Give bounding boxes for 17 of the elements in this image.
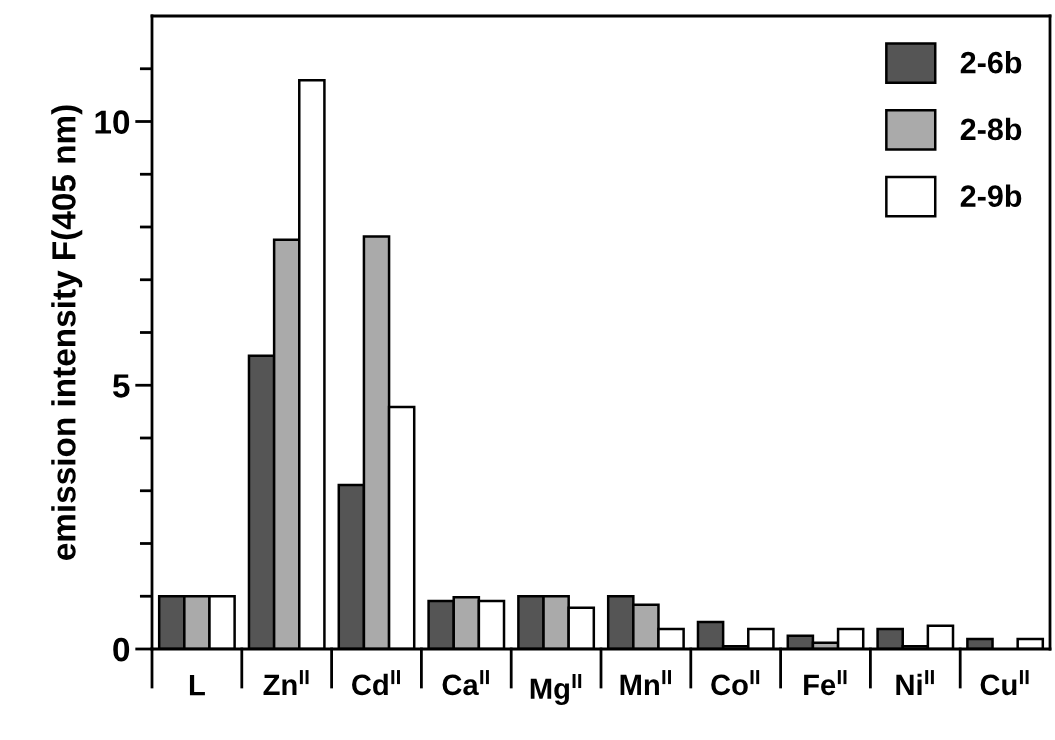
legend-label: 2-9b	[960, 184, 1022, 207]
y-axis-title: emission intensity F(405 nm)	[51, 105, 83, 560]
legend-label: 2-6b	[960, 51, 1022, 74]
x-tick-label: Zn$^{II}$	[263, 670, 309, 695]
x-tick-label: Fe$^{II}$	[804, 670, 847, 696]
x-tick-label: Cu$^{II}$	[980, 670, 1029, 696]
x-tick-label: Ca$^{II}$	[442, 670, 489, 696]
x-tick-label: Ni$^{II}$	[896, 670, 934, 695]
x-tick-label: Mn$^{II}$	[620, 670, 671, 695]
y-tick-label: 5	[112, 374, 130, 398]
x-tick-label: Cd$^{II}$	[352, 670, 400, 696]
x-tick-label: Mg$^{II}$	[530, 674, 582, 706]
x-tick-label: Co$^{II}$	[711, 670, 760, 696]
legend-label: 2-8b	[960, 117, 1022, 141]
x-tick-label: L	[189, 675, 205, 696]
y-tick-label: 10	[95, 110, 130, 134]
y-tick-label: 0	[113, 637, 130, 662]
